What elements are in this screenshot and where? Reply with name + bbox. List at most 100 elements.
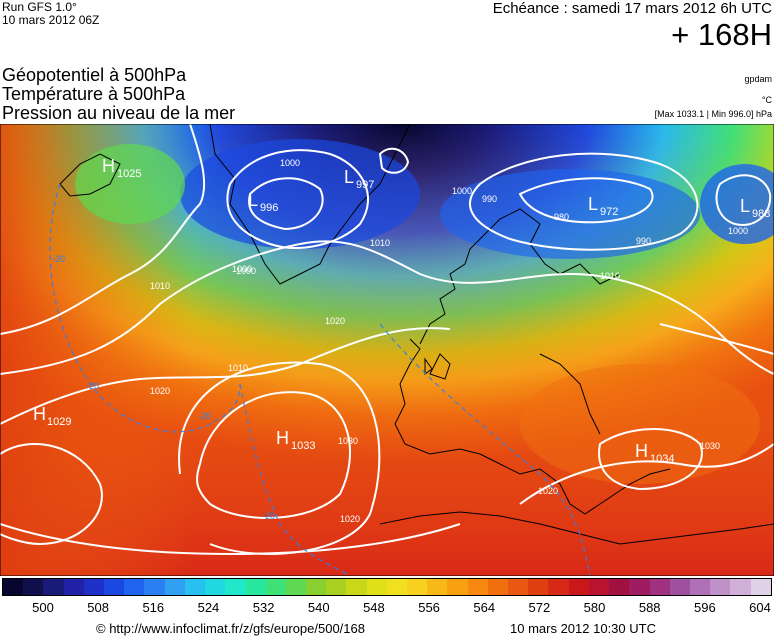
colorbar-swatch [265,579,286,595]
colorbar-swatch [487,579,509,595]
colorbar-swatch [750,579,771,595]
colorbar-tick-label: 532 [252,600,275,615]
colorbar-swatch [285,579,307,595]
unit-geopotential: gpdam [744,74,772,84]
isobar-labels: 1000 1000 1010 1010 1010 1020 1020 1020 … [150,158,748,524]
center-type-1: H [102,156,115,176]
colorbar-tick-label: 596 [693,600,716,615]
colorbar-swatch [23,579,44,595]
colorbar-swatch [609,579,630,595]
center-value-6: 1029 [47,416,71,428]
center-value-5: 988 [752,208,770,220]
colorbar-swatch [427,579,448,595]
cold-pool-east [440,169,700,259]
isobar-label: 1020 [538,486,558,496]
isobar-label: 1010 [150,281,170,291]
colorbar-swatch [63,579,84,595]
colorbar-swatch [407,579,428,595]
isobar-label: 1000 [728,226,748,236]
colorbar-swatch [43,579,64,595]
isobars [0,124,774,556]
colorbar-swatch [3,579,24,595]
colorbar-swatch [366,579,387,595]
colorbar-swatch [629,579,650,595]
isobar-label: 1000 [452,186,472,196]
colorbar-swatch [124,579,145,595]
isobar-label: 990 [636,236,651,246]
weather-map: H 1025 L 996 L 997 L 972 L 988 H 1029 H … [0,124,774,576]
colorbar-swatch [528,579,549,595]
colorbar-swatch [568,579,589,595]
colorbar-swatch [710,579,731,595]
center-value-8: 1034 [650,453,674,465]
isotherm-labels: -20 -20 -20 -20 [52,254,275,521]
colorbar-tick-label: 572 [528,600,551,615]
colorbar-tick-label: 588 [638,600,661,615]
colorbar-tick-label: 564 [473,600,496,615]
colorbar-swatch [184,579,206,595]
isobar-label: 1010 [600,271,620,281]
colorbar-swatch [306,579,327,595]
isobar-label: 1010 [370,238,390,248]
isobar-label: 1020 [340,514,360,524]
unit-temperature: °C [761,95,772,105]
colorbar-swatch [346,579,367,595]
colorbar-ticks: 500 508 516 524 532 540 548 556 564 572 580 588 596 6… [0,600,774,616]
center-type-7: H [276,428,289,448]
colorbar-swatch [225,579,246,595]
colorbar-swatch [245,579,266,595]
forecast-valid-time: Echéance : samedi 17 mars 2012 6h UTC [492,0,772,17]
colorbar-tick-label: 508 [87,600,109,615]
cold-pool-far-east [700,164,774,244]
center-type-4: L [588,194,598,214]
warm-area-east [520,364,760,484]
colorbar-swatch [548,579,569,595]
isobar-label: 1020 [325,316,345,326]
colorbar-tick-label: 548 [363,600,385,615]
isotherm-label: -20 [52,254,65,264]
colorbar-swatch [730,579,751,595]
colorbar-swatch [164,579,185,595]
isobar-label: 980 [554,212,569,222]
isobar-label: 990 [482,194,497,204]
isobar-label: 1030 [700,441,720,451]
center-value-1: 1025 [117,168,141,180]
isobar-label: 1000 [280,158,300,168]
center-type-6: H [33,404,46,424]
colorbar-swatch [588,579,610,595]
colorbar-swatch [669,579,690,595]
colorbar-swatch [689,579,711,595]
isotherms [49,183,591,576]
colorbar-tick-label: 516 [142,600,165,615]
cold-pool-west [180,139,420,249]
colorbar-swatch [104,579,125,595]
colorbar-tick-label: 556 [418,600,440,615]
isobar-label: 1010 [228,363,248,373]
run-date: 10 mars 2012 06Z [2,13,100,27]
colorbar-swatch [386,579,408,595]
title-pressure: Pression au niveau de la mer [2,103,236,123]
center-type-8: H [635,441,648,461]
isotherm-label: -20 [86,381,99,391]
title-temperature: Température à 500hPa [2,84,186,104]
center-value-2: 996 [260,202,278,214]
colorbar-tick-label: 580 [583,600,606,615]
run-label: Run GFS 1.0° [2,0,77,14]
colorbar-tick-label: 524 [197,600,220,615]
colorbar-swatch [467,579,488,595]
colorbar-swatch [447,579,468,595]
colorbar-swatch [508,579,529,595]
center-type-5: L [740,196,750,216]
isobar-label: 1020 [150,386,170,396]
source-link[interactable]: © http://www.infoclimat.fr/z/gfs/europe/… [96,621,365,636]
center-value-4: 972 [600,206,618,218]
colorbar-tick-label: 604 [749,600,771,615]
colorbar-swatch [83,579,105,595]
lead-time: + 168H [671,17,772,52]
isotherm-label: -20 [198,411,211,421]
colorbar [2,578,772,596]
mild-area-greenland [75,144,185,224]
colorbar-swatch [649,579,670,595]
colorbar-tick-label: 500 [32,600,54,615]
title-geopotential: Géopotentiel à 500hPa [2,65,187,85]
